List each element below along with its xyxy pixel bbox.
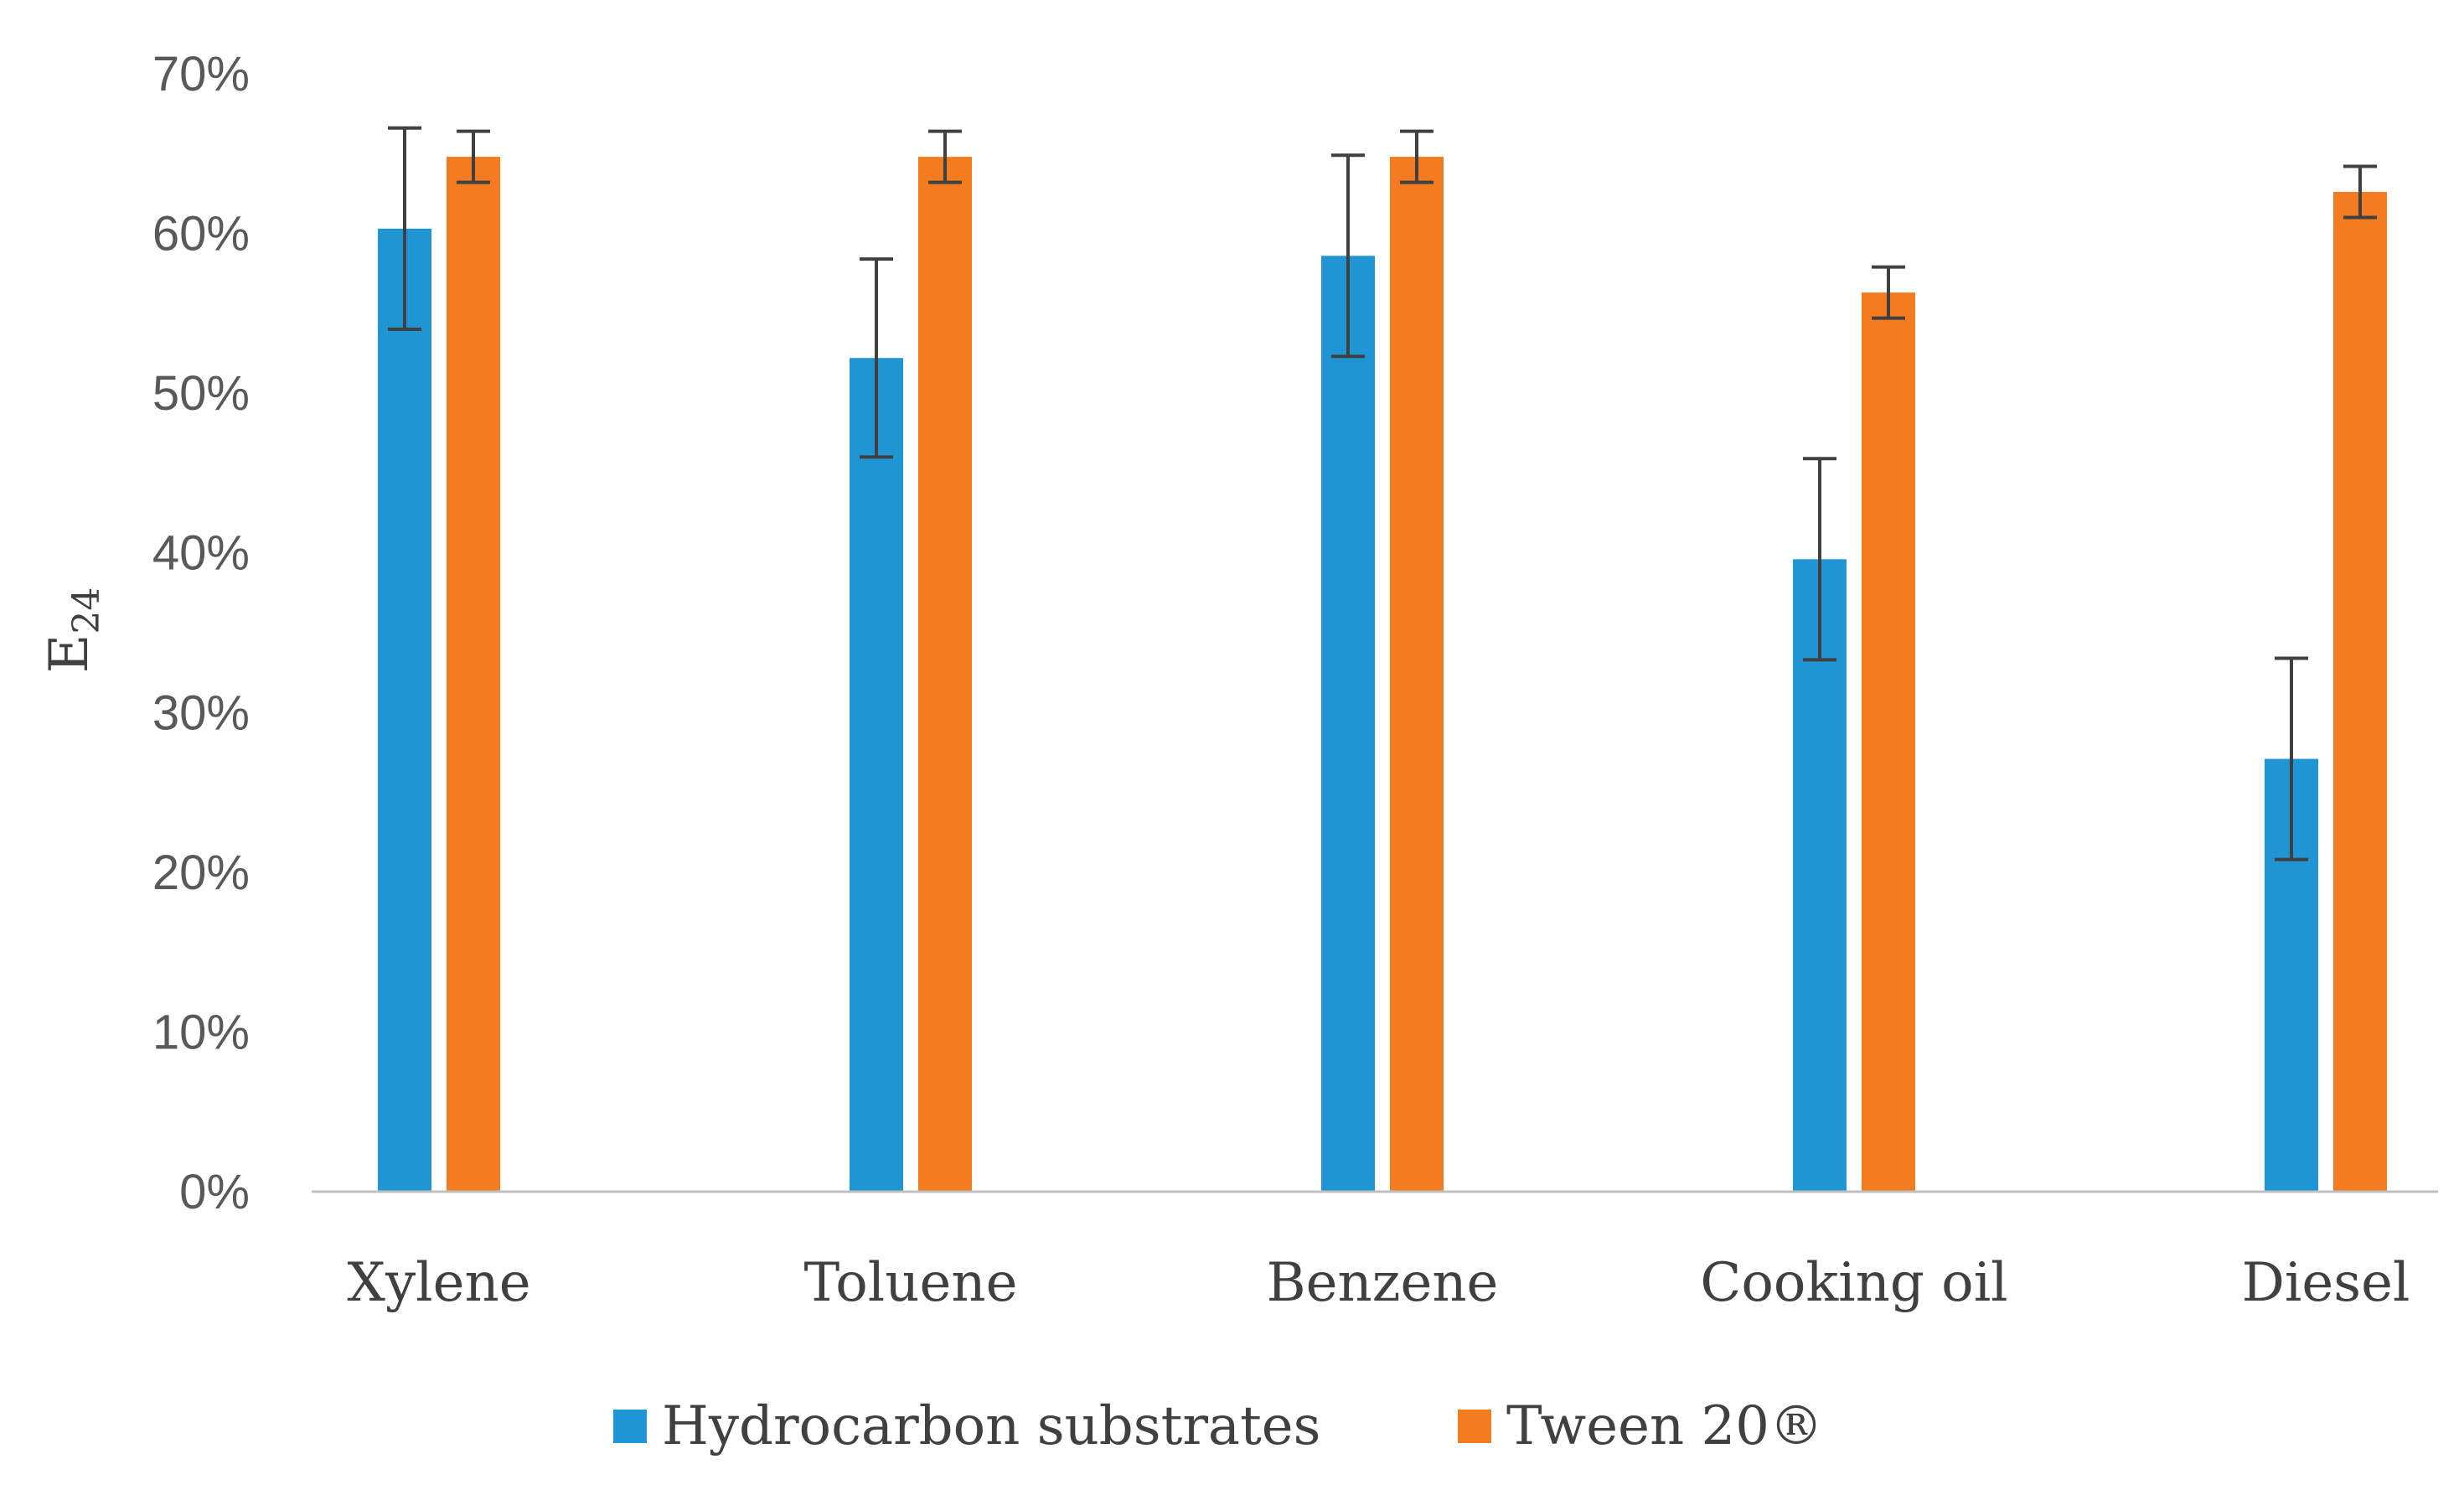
y-axis-title: E24 [39,587,108,674]
y-tick-label: 60% [152,207,250,261]
bar-tween-diesel [2333,192,2387,1193]
x-tick-label: Toluene [804,1252,1018,1314]
y-tick-label: 70% [152,47,250,101]
bar-tween-benzene [1390,157,1444,1192]
bar-tween-toluene [918,157,972,1192]
y-axis-title-subscript: 24 [65,587,108,634]
legend-label: Tween 20® [1506,1395,1823,1457]
error-bar [860,257,893,459]
bar-hydrocarbon-toluene [850,358,903,1192]
y-tick-label: 50% [152,366,250,421]
error-bar [928,129,962,184]
y-axis-ticks: 0% 10% 20% 30% 40% 50% 60% 70% [152,47,250,1219]
x-tick-label: Benzene [1267,1252,1499,1314]
x-tick-label: Diesel [2242,1252,2410,1314]
y-tick-label: 40% [152,526,250,581]
legend: Hydrocarbon substrates Tween 20® [613,1395,1823,1457]
bar-tween-xylene [447,157,500,1192]
bar-hydrocarbon-xylene [378,228,431,1193]
error-bar [2275,656,2308,861]
legend-label: Hydrocarbon substrates [662,1395,1321,1457]
legend-swatch [1458,1410,1491,1443]
error-bar [457,129,490,184]
bar-hydrocarbon-cooking-oil [1793,559,1847,1192]
x-axis-labels: Xylene Toluene Benzene Cooking oil Diesel [347,1252,2410,1314]
y-tick-label: 30% [152,686,250,740]
y-axis-title-main: E [39,634,101,674]
y-tick-label: 0% [179,1165,250,1219]
error-bars [388,126,2377,861]
bar-tween-cooking-oil [1862,292,1915,1192]
error-bar [1400,129,1433,184]
error-bar [2343,164,2377,220]
error-bar [388,126,421,331]
x-tick-label: Xylene [347,1252,530,1314]
error-bar [1872,265,1905,320]
bars [378,157,2387,1193]
y-tick-label: 10% [152,1005,250,1059]
legend-swatch [613,1410,647,1443]
bar-hydrocarbon-benzene [1321,256,1375,1192]
x-tick-label: Cooking oil [1700,1252,2007,1314]
error-bar [1803,457,1836,662]
error-bar [1331,153,1365,359]
y-tick-label: 20% [152,846,250,900]
